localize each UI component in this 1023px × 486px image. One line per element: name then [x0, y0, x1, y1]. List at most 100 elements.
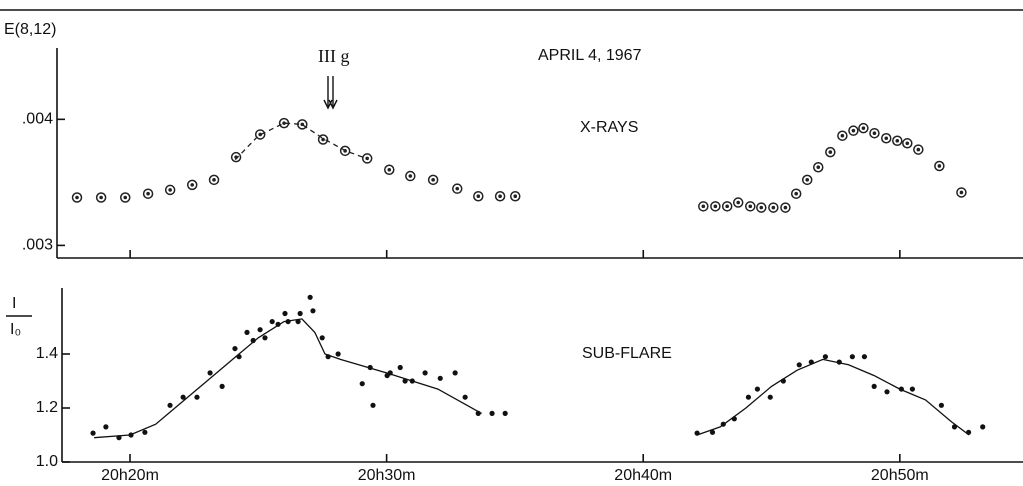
point [502, 410, 508, 416]
point [307, 294, 313, 300]
point-center [455, 186, 460, 191]
point [437, 375, 443, 381]
point-center [916, 147, 921, 152]
point [869, 127, 880, 139]
point [813, 161, 824, 173]
point [732, 197, 744, 208]
point [427, 174, 439, 186]
point [297, 310, 303, 317]
point-center [872, 131, 877, 135]
point [822, 354, 829, 360]
point-center [805, 178, 810, 182]
point [142, 188, 154, 199]
point [494, 190, 506, 202]
point [709, 429, 716, 435]
point [319, 335, 325, 341]
point [71, 192, 83, 203]
y-axis-label: E(8,12) [4, 21, 56, 38]
point [452, 183, 463, 194]
point [768, 202, 779, 213]
point [335, 351, 341, 357]
annotation: III g [318, 46, 349, 66]
point [825, 146, 836, 158]
x-tick-label: 20h40m [614, 467, 672, 484]
point [756, 202, 767, 213]
point [796, 362, 802, 368]
point [767, 394, 773, 400]
point [422, 370, 428, 376]
point-center [123, 195, 128, 200]
point [186, 179, 198, 191]
point [297, 119, 308, 130]
point [884, 389, 890, 395]
chart-title: APRIL 4, 1967 [538, 47, 642, 64]
fit-line [94, 318, 970, 439]
fit-line [234, 122, 367, 161]
panel-label: SUB-FLARE [582, 345, 672, 362]
point [370, 402, 376, 408]
point [754, 386, 761, 392]
point [861, 354, 868, 360]
point [219, 383, 225, 389]
panel-label: X-RAYS [580, 119, 638, 136]
point-center [905, 141, 910, 146]
y-axis-label: I₀ [10, 321, 21, 338]
point-center [365, 156, 369, 161]
point [721, 201, 733, 212]
point [282, 310, 288, 317]
point-center [713, 204, 718, 209]
point [913, 144, 924, 155]
point-center [321, 137, 325, 142]
point [95, 192, 107, 203]
point [361, 153, 373, 164]
point [489, 410, 495, 416]
point-center [282, 121, 286, 125]
arrows [323, 76, 338, 110]
point-center [725, 204, 729, 209]
point [397, 364, 403, 371]
point-center [431, 178, 435, 182]
point [837, 130, 848, 141]
point [384, 164, 395, 176]
y-tick-label: .004 [22, 111, 53, 128]
point [880, 132, 892, 144]
x-tick-label: 20h20m [101, 467, 159, 484]
point [167, 402, 173, 408]
point [858, 122, 869, 134]
point-center [895, 138, 900, 143]
point-center [212, 178, 216, 182]
point-center [498, 194, 502, 199]
point-center [851, 128, 856, 133]
point [745, 201, 756, 212]
point [405, 170, 416, 182]
point [902, 138, 913, 149]
point [257, 327, 263, 333]
point-center [783, 205, 788, 210]
y-tick-label: 1.2 [36, 399, 58, 416]
x-tick-label: 20h30m [358, 467, 416, 484]
point [980, 424, 986, 430]
y-axis-label: I [12, 295, 16, 312]
point-center [75, 195, 79, 200]
point-center [959, 190, 964, 195]
point [938, 402, 944, 408]
point [745, 394, 752, 400]
point-center [146, 191, 150, 196]
point [244, 329, 250, 335]
point-center [937, 164, 942, 168]
point [956, 187, 967, 198]
point-center [828, 150, 833, 154]
point [462, 394, 468, 400]
point [780, 202, 791, 213]
point [934, 160, 945, 172]
point [254, 129, 266, 140]
point [103, 424, 109, 430]
x-tick-label: 20h50m [871, 467, 929, 484]
point [698, 201, 709, 212]
point [359, 381, 365, 387]
point-center [387, 167, 392, 172]
point-center [99, 195, 103, 200]
point-center [884, 136, 889, 141]
point [90, 430, 96, 436]
